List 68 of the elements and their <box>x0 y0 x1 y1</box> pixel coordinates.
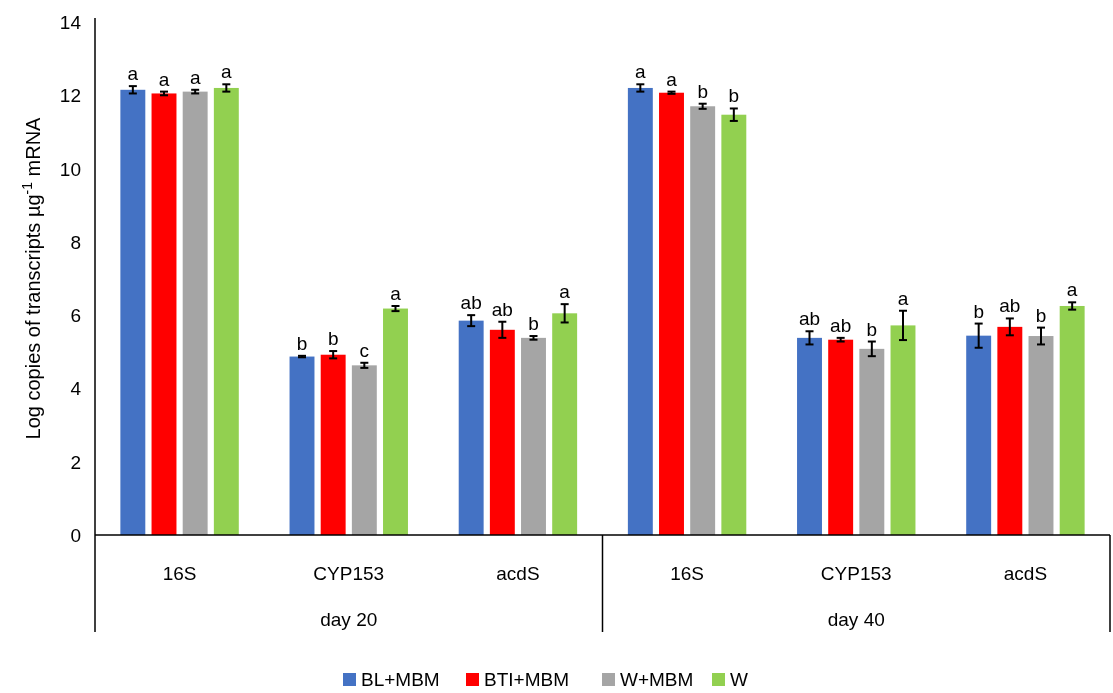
bar <box>151 93 177 535</box>
y-tick-label: 2 <box>70 451 81 473</box>
data-label: ab <box>491 298 513 320</box>
y-tick-label: 4 <box>70 378 82 400</box>
data-label: ab <box>798 308 821 330</box>
bar <box>797 337 822 535</box>
bar <box>489 329 515 535</box>
bar <box>690 106 716 535</box>
data-label: b <box>697 80 708 102</box>
bar <box>213 87 239 535</box>
bar <box>828 339 854 535</box>
legend-label: BTI+MBM <box>484 669 569 690</box>
bar <box>120 89 146 535</box>
y-tick-label: 0 <box>70 525 81 546</box>
y-tick-label: 10 <box>59 158 81 180</box>
data-label: a <box>559 281 571 303</box>
data-label: a <box>666 68 678 90</box>
bar <box>458 320 484 535</box>
x-tick-label: 16S <box>670 563 704 584</box>
bar <box>659 92 684 535</box>
bar <box>521 337 546 535</box>
data-label: b <box>528 313 539 335</box>
y-tick-label: 6 <box>70 305 81 327</box>
bar <box>890 325 916 535</box>
data-label: a <box>1066 279 1078 301</box>
data-label: ab <box>830 314 852 336</box>
bar <box>721 114 747 535</box>
data-label: a <box>127 63 139 85</box>
legend-label: W <box>730 669 748 690</box>
data-label: a <box>635 61 647 83</box>
bar <box>859 348 885 535</box>
data-label: ab <box>460 292 482 314</box>
x-tick-label: 16S <box>162 563 197 584</box>
bar <box>289 356 315 535</box>
bar <box>552 313 578 535</box>
data-label: a <box>189 66 201 88</box>
data-label: a <box>897 287 909 309</box>
bar <box>966 335 992 535</box>
bar <box>1059 305 1085 535</box>
data-label: b <box>327 328 339 350</box>
data-label: a <box>158 68 170 90</box>
text: day 40 <box>827 609 885 630</box>
bar <box>182 91 208 535</box>
bar <box>627 87 653 535</box>
y-tick-label: 12 <box>59 85 81 107</box>
legend-label: BL+MBM <box>361 669 440 690</box>
data-label: b <box>296 332 308 354</box>
x-tick-label: acdS <box>1003 563 1048 584</box>
data-label: b <box>866 318 878 340</box>
bar <box>383 308 408 535</box>
y-tick-label: 8 <box>70 231 81 253</box>
data-label: a <box>221 61 233 83</box>
bar <box>997 326 1023 535</box>
legend-label: W+MBM <box>620 669 694 690</box>
data-label: b <box>973 300 984 322</box>
data-label: a <box>390 282 402 304</box>
data-label: c <box>359 339 370 361</box>
x-tick-label: acdS <box>496 563 540 584</box>
bar <box>1028 336 1054 535</box>
bar <box>320 354 346 535</box>
data-label: b <box>728 85 740 107</box>
x-tick-label: CYP153 <box>313 563 385 584</box>
data-label: b <box>1035 304 1047 326</box>
data-label: ab <box>999 295 1021 317</box>
x-tick-label: CYP153 <box>820 563 892 584</box>
text: day 20 <box>320 609 378 630</box>
bar <box>351 365 377 535</box>
y-tick-label: 14 <box>59 12 82 33</box>
